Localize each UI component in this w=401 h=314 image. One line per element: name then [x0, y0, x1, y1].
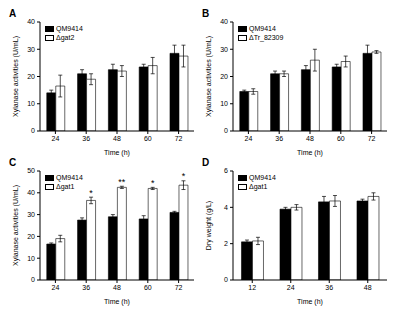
svg-text:20: 20: [220, 73, 228, 80]
svg-text:24: 24: [52, 284, 60, 291]
svg-text:72: 72: [368, 135, 376, 142]
svg-text:20: 20: [27, 73, 35, 80]
svg-text:72: 72: [175, 135, 183, 142]
svg-text:Time (h): Time (h): [104, 149, 130, 157]
svg-text:0: 0: [224, 127, 228, 134]
svg-text:Time (h): Time (h): [297, 149, 323, 157]
svg-text:0: 0: [224, 276, 228, 283]
svg-text:36: 36: [275, 135, 283, 142]
svg-text:40: 40: [27, 18, 35, 25]
svg-text:48: 48: [306, 135, 314, 142]
html-text:QM9414: QM9414: [249, 25, 276, 32]
svg-text:48: 48: [113, 135, 121, 142]
svg-text:10: 10: [27, 255, 35, 262]
html-text:Δgat1: Δgat1: [56, 183, 75, 190]
svg-text:48: 48: [113, 284, 121, 291]
html-text:QM9414: QM9414: [249, 174, 276, 181]
html-text:C: C: [9, 157, 17, 168]
svg-text:24: 24: [245, 135, 253, 142]
svg-text:30: 30: [27, 211, 35, 218]
svg-text:30: 30: [220, 46, 228, 53]
html-text:Δgat2: Δgat2: [56, 34, 75, 41]
svg-text:Time (h): Time (h): [104, 298, 130, 306]
svg-text:40: 40: [220, 18, 228, 25]
svg-text:0: 0: [31, 276, 35, 283]
svg-text:**: **: [118, 177, 126, 187]
svg-text:Dry weight (g/L): Dry weight (g/L): [205, 201, 213, 250]
svg-text:Xylanase activities (U/mL): Xylanase activities (U/mL): [12, 185, 20, 266]
svg-text:10: 10: [220, 100, 228, 107]
svg-text:60: 60: [144, 284, 152, 291]
svg-text:4: 4: [224, 204, 228, 211]
svg-text:*: *: [151, 178, 155, 188]
svg-text:60: 60: [144, 135, 152, 142]
svg-text:Xylanase activities (U/mL): Xylanase activities (U/mL): [205, 36, 213, 117]
svg-text:10: 10: [27, 100, 35, 107]
svg-text:36: 36: [82, 284, 90, 291]
svg-text:50: 50: [27, 167, 35, 174]
svg-text:24: 24: [52, 135, 60, 142]
html-text:Δgat1: Δgat1: [249, 183, 268, 190]
html-text:QM9414: QM9414: [56, 174, 83, 181]
svg-text:*: *: [89, 188, 93, 198]
svg-text:12: 12: [248, 284, 256, 291]
svg-text:24: 24: [287, 284, 295, 291]
html-text:QM9414: QM9414: [56, 25, 83, 32]
html-text:ΔTr_82309: ΔTr_82309: [249, 34, 284, 41]
svg-text:0: 0: [31, 127, 35, 134]
svg-text:40: 40: [27, 189, 35, 196]
html-text:D: D: [202, 157, 210, 168]
svg-text:6: 6: [224, 167, 228, 174]
svg-text:60: 60: [337, 135, 345, 142]
svg-text:48: 48: [364, 284, 372, 291]
svg-text:20: 20: [27, 233, 35, 240]
html-text:B: B: [202, 8, 210, 19]
svg-text:Time (h): Time (h): [297, 298, 323, 306]
svg-text:30: 30: [27, 46, 35, 53]
html-text:A: A: [9, 8, 17, 19]
svg-text:36: 36: [325, 284, 333, 291]
svg-text:72: 72: [175, 284, 183, 291]
svg-text:*: *: [182, 171, 186, 181]
svg-text:Xylanase activities (U/mL): Xylanase activities (U/mL): [12, 36, 20, 117]
svg-text:36: 36: [82, 135, 90, 142]
svg-text:2: 2: [224, 240, 228, 247]
